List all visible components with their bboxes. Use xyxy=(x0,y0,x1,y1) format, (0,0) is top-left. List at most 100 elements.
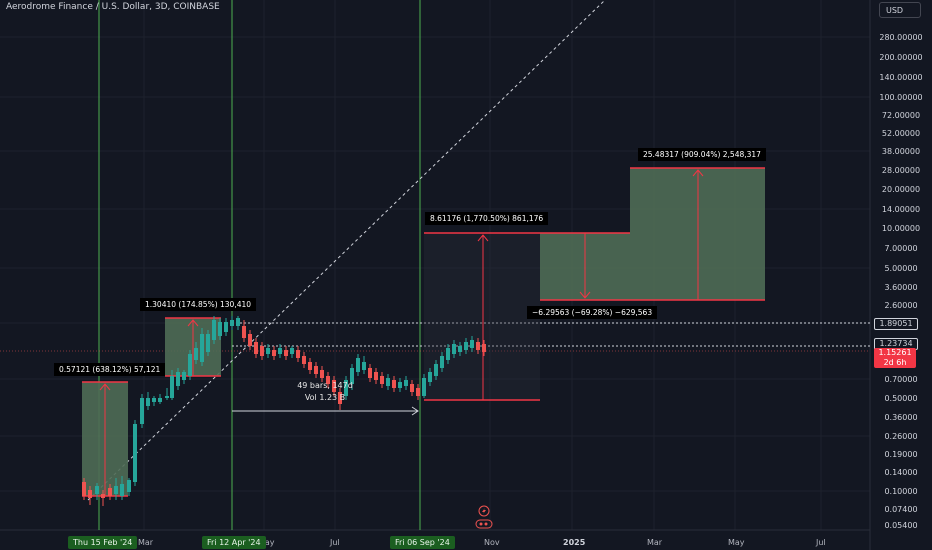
candle-body xyxy=(362,362,366,370)
candle-body xyxy=(182,372,186,380)
time-label-mar: Mar xyxy=(138,538,154,547)
candle-body xyxy=(434,364,438,376)
candle-body xyxy=(356,358,360,372)
candle-body xyxy=(290,348,294,354)
measure-label-3[interactable]: 8.61176 (1,770.50%) 861,176 xyxy=(425,212,549,225)
candle-body xyxy=(296,350,300,358)
price-axis-label: 140.00000 xyxy=(879,73,923,82)
price-axis-label: 0.36000 xyxy=(884,413,918,422)
countdown-value: 2d 6h xyxy=(883,358,907,367)
candle-body xyxy=(230,320,234,326)
time-label-may-2025: May xyxy=(728,538,745,547)
price-axis-label: 52.00000 xyxy=(881,129,921,138)
candle-body xyxy=(380,376,384,384)
time-label-may: May xyxy=(258,538,275,547)
candle-body xyxy=(120,484,124,496)
currency-button[interactable]: USD xyxy=(879,2,921,18)
measure-label-4[interactable]: 25.48317 (909.04%) 2,548,317 xyxy=(638,148,766,161)
candle-body xyxy=(464,342,468,350)
time-label-jul: Jul xyxy=(330,538,340,547)
candle-body xyxy=(95,486,99,494)
candle-body xyxy=(146,398,150,406)
candle-body xyxy=(188,354,192,376)
candle-body xyxy=(212,320,216,340)
candle-body xyxy=(452,344,456,354)
candle-body xyxy=(392,380,396,388)
time-tag-feb: Thu 15 Feb '24 xyxy=(68,536,138,549)
candle-body xyxy=(224,322,228,332)
time-tag-sep: Fri 06 Sep '24 xyxy=(390,536,455,549)
candle-body xyxy=(368,368,372,378)
candle-body xyxy=(170,376,174,398)
candle-body xyxy=(254,342,258,354)
price-axis-label: 0.50000 xyxy=(884,394,918,403)
candle-body xyxy=(470,340,474,348)
candle-body xyxy=(133,424,137,482)
candle-body xyxy=(416,388,420,396)
measure-box-4 xyxy=(630,167,765,301)
candle-body xyxy=(446,348,450,360)
time-tag-apr: Fri 12 Apr '24 xyxy=(202,536,266,549)
candles xyxy=(82,316,486,506)
candle-body xyxy=(82,482,86,496)
price-axis-label: 28.00000 xyxy=(881,166,921,175)
candle-body xyxy=(422,378,426,396)
candle-body xyxy=(332,380,336,392)
candle-body xyxy=(284,350,288,356)
vertical-marker-lines xyxy=(98,0,421,530)
candle-body xyxy=(158,398,162,402)
date-range-arrow xyxy=(232,406,419,416)
candle-body xyxy=(236,318,240,326)
measure-box-5 xyxy=(540,232,630,301)
candle-body xyxy=(314,366,318,374)
price-axis-label: 100.00000 xyxy=(879,93,923,102)
candle-body xyxy=(410,384,414,392)
date-range-bars: 49 bars, 147d xyxy=(297,381,353,390)
candle-body xyxy=(386,378,390,386)
candle-body xyxy=(194,348,198,360)
date-range-volume: Vol 1.23 B xyxy=(304,393,346,402)
candle-body xyxy=(404,380,408,386)
candle-body xyxy=(308,362,312,370)
price-axis-label: 10.00000 xyxy=(881,224,921,233)
price-axis-label: 0.07400 xyxy=(884,505,918,514)
candle-body xyxy=(398,382,402,388)
symbol-title[interactable]: Aerodrome Finance / U.S. Dollar, 3D, COI… xyxy=(6,2,220,12)
measure-label-5[interactable]: −6.29563 (−69.28%) −629,563 xyxy=(527,306,658,319)
candle-body xyxy=(320,370,324,378)
price-axis-label: 200.00000 xyxy=(879,53,923,62)
candle-body xyxy=(272,350,276,356)
candle-body xyxy=(302,356,306,364)
price-axis-label: 3.60000 xyxy=(884,283,918,292)
measure-box-2 xyxy=(165,317,221,377)
candle-body xyxy=(152,398,156,402)
candle-body xyxy=(350,368,354,384)
candle-body xyxy=(242,326,246,338)
candle-body xyxy=(200,334,204,362)
lightning-icon xyxy=(478,505,490,517)
candle-body xyxy=(440,356,444,368)
measure-box-3 xyxy=(424,232,540,401)
price-axis-label: 5.00000 xyxy=(884,264,918,273)
time-label-nov: Nov xyxy=(484,538,500,547)
time-label-jul-2025: Jul xyxy=(816,538,826,547)
price-axis-label: 72.00000 xyxy=(881,111,921,120)
candle-body xyxy=(374,372,378,380)
measure-label-1[interactable]: 0.57121 (638.12%) 57,121 xyxy=(54,363,166,376)
price-axis-label: 7.00000 xyxy=(884,244,918,253)
price-axis-label: 14.00000 xyxy=(881,205,921,214)
price-axis-label: 0.19000 xyxy=(884,450,918,459)
candle-body xyxy=(260,346,264,356)
candle-body xyxy=(218,322,222,336)
price-axis-label: 0.10000 xyxy=(884,487,918,496)
candle-body xyxy=(428,372,432,382)
candle-body xyxy=(114,486,118,494)
candle-body xyxy=(176,372,180,386)
price-axis-label: 20.00000 xyxy=(881,185,921,194)
price-axis-label: 280.00000 xyxy=(879,33,923,42)
price-axis-label: 0.70000 xyxy=(884,375,918,384)
measure-label-2[interactable]: 1.30410 (174.85%) 130,410 xyxy=(140,298,257,311)
candle-body xyxy=(476,342,480,350)
price-axis-label: 0.05400 xyxy=(884,521,918,530)
